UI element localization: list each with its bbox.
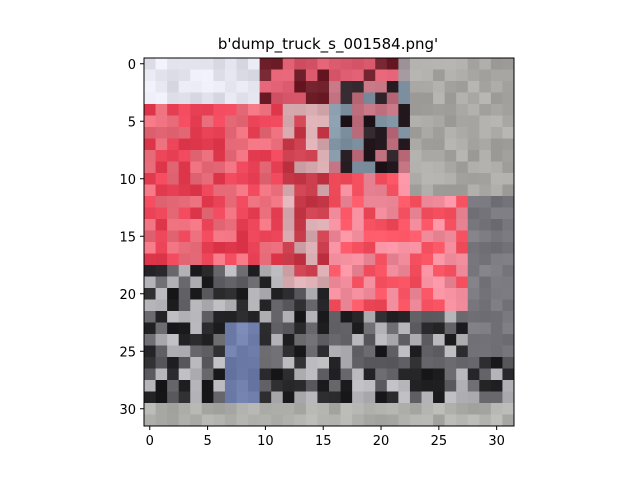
y-tick-label: 30 (119, 403, 136, 418)
y-tick-label: 5 (128, 115, 136, 130)
x-tick-label: 15 (315, 434, 332, 449)
x-tick-label: 10 (257, 434, 274, 449)
x-tick-label: 20 (373, 434, 390, 449)
x-axis-ticks: 0 5 10 15 20 25 30 (146, 426, 505, 449)
y-tick-label: 15 (119, 230, 136, 245)
dump-truck-pixel-image (144, 58, 515, 427)
x-tick-label: 30 (488, 434, 505, 449)
x-tick-label: 25 (431, 434, 448, 449)
x-tick-label: 0 (146, 434, 154, 449)
y-tick-label: 10 (119, 173, 136, 188)
x-tick-label: 5 (203, 434, 211, 449)
y-tick-label: 25 (119, 345, 136, 360)
y-axis-ticks: 0 5 10 15 20 25 30 (119, 58, 144, 418)
figure-title: b'dump_truck_s_001584.png' (218, 35, 438, 54)
axes-frame (143, 57, 515, 427)
y-tick-label: 0 (128, 58, 136, 73)
y-tick-label: 20 (119, 288, 136, 303)
